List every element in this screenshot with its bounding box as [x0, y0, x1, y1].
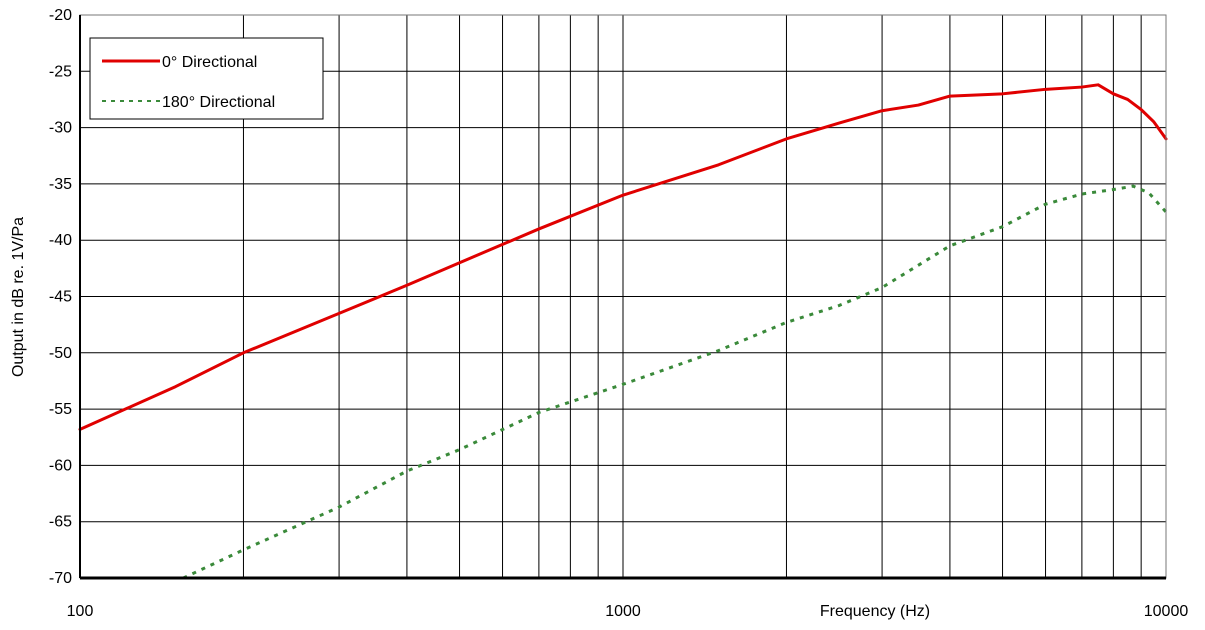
- axes: [79, 14, 1167, 580]
- y-tick-label: -70: [49, 570, 72, 587]
- y-tick-label: -35: [49, 176, 72, 193]
- legend: 0° Directional 180° Directional: [89, 37, 324, 120]
- x-axis-title: Frequency (Hz): [820, 603, 930, 620]
- y-tick-label: -65: [49, 514, 72, 531]
- legend-label-180-directional: 180° Directional: [162, 94, 275, 111]
- tick-labels: -20 -25 -30 -35 -40 -45 -50 -55 -60 -65 -70 100 1000…: [49, 7, 1188, 620]
- y-tick-label: -60: [49, 457, 72, 474]
- x-tick-label: 10000: [1144, 603, 1189, 620]
- x-tick-label: 1000: [605, 603, 641, 620]
- y-tick-label: -40: [49, 232, 72, 249]
- y-tick-label: -55: [49, 401, 72, 418]
- y-tick-label: -25: [49, 63, 72, 80]
- y-tick-label: -50: [49, 345, 72, 362]
- series-line-180-directional: [182, 184, 1168, 580]
- y-tick-label: -30: [49, 120, 72, 137]
- series-line-0-directional: [78, 83, 1168, 431]
- legend-box: [89, 37, 324, 120]
- y-axis-title: Output in dB re. 1V/Pa: [10, 217, 27, 377]
- y-tick-label: -20: [49, 7, 72, 24]
- legend-label-0-directional: 0° Directional: [162, 54, 257, 71]
- y-tick-label: -45: [49, 289, 72, 306]
- series-layer: [78, 83, 1168, 580]
- x-tick-label: 100: [67, 603, 94, 620]
